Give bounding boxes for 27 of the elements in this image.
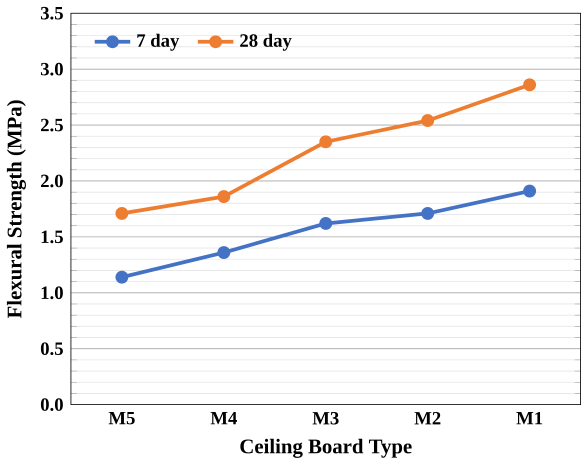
legend-label: 28 day — [240, 34, 292, 51]
point — [523, 78, 536, 92]
x-tick-label: M2 — [414, 412, 440, 424]
y-tick-label: 0.0 — [40, 398, 63, 412]
x-axis-title: Ceiling Board Type — [240, 438, 412, 458]
y-tick-label: 2.0 — [40, 174, 63, 188]
point — [421, 207, 434, 220]
point — [319, 136, 332, 148]
legend-label: 7 day — [137, 34, 180, 51]
y-tick-label: 2.5 — [40, 118, 63, 132]
point — [319, 217, 332, 230]
point — [421, 114, 434, 128]
point — [523, 184, 536, 198]
x-tick-label: M1 — [516, 412, 542, 424]
x-tick-label: M3 — [312, 412, 339, 425]
y-tick-label: 3.0 — [40, 62, 63, 76]
x-tick-label: M5 — [108, 412, 135, 425]
point — [217, 190, 230, 204]
point — [115, 270, 128, 284]
y-axis-title: Flexural Strength (MPa) — [6, 100, 26, 318]
point — [217, 246, 230, 260]
point — [115, 207, 128, 220]
y-tick-label: 0.5 — [40, 342, 63, 356]
y-tick-label: 1.5 — [42, 230, 63, 244]
y-tick-label: 3.5 — [40, 7, 63, 20]
y-tick-label: 1.0 — [42, 286, 63, 300]
x-tick-label: M4 — [210, 412, 237, 424]
